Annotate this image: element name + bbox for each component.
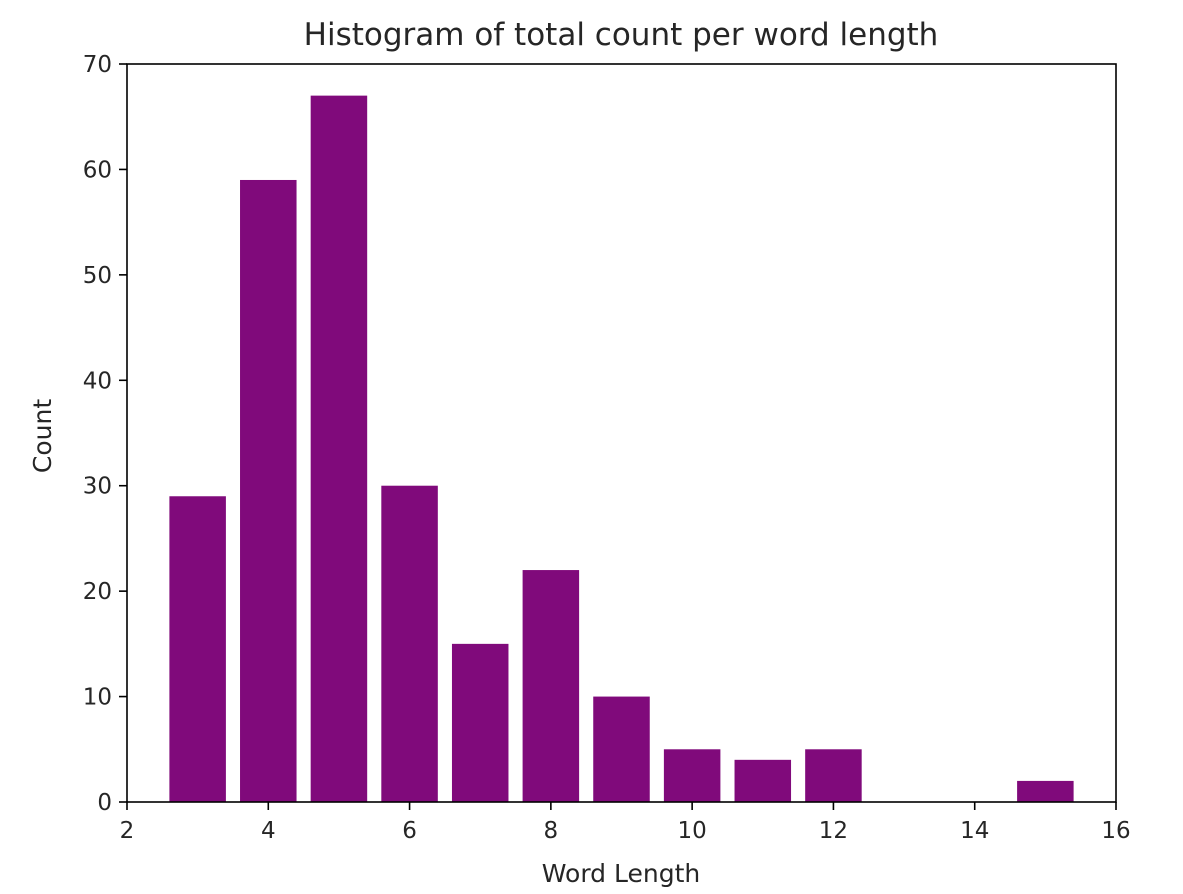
x-tick-label: 2 [120,818,135,844]
bar-length-15 [1017,780,1074,802]
bar-length-11 [734,759,792,802]
chart-title: Histogram of total count per word length [304,17,939,53]
bar-length-8 [522,570,580,802]
x-tick-label: 12 [819,818,848,844]
x-tick-label: 14 [960,818,989,844]
bar-length-9 [593,696,650,802]
y-tick-label: 50 [83,263,112,289]
bar-length-12 [805,749,862,802]
x-tick-label: 6 [402,818,417,844]
bar-length-10 [663,749,721,802]
y-axis-label: Count [28,399,57,473]
x-axis-ticks: 2 4 6 8 10 12 14 16 [120,802,1131,844]
x-tick-label: 10 [678,818,707,844]
bar-length-5 [310,95,368,802]
y-tick-label: 60 [83,157,112,183]
bar-length-4 [240,179,297,803]
bars-group [169,95,1074,803]
y-tick-label: 30 [83,474,112,500]
y-tick-label: 20 [83,579,112,605]
y-tick-label: 10 [83,685,112,711]
y-tick-label: 70 [83,52,112,78]
x-tick-label: 4 [261,818,276,844]
x-tick-label: 8 [544,818,559,844]
bar-length-6 [381,485,438,802]
x-axis-label: Word Length [542,859,700,888]
plot-frame [126,63,1117,803]
y-tick-label: 40 [83,368,112,394]
bar-length-7 [451,643,509,802]
y-axis-ticks: 0 10 20 30 40 50 60 70 [83,52,127,816]
x-tick-label: 16 [1101,818,1130,844]
bar-length-3 [169,496,226,802]
y-tick-label: 0 [97,790,112,816]
